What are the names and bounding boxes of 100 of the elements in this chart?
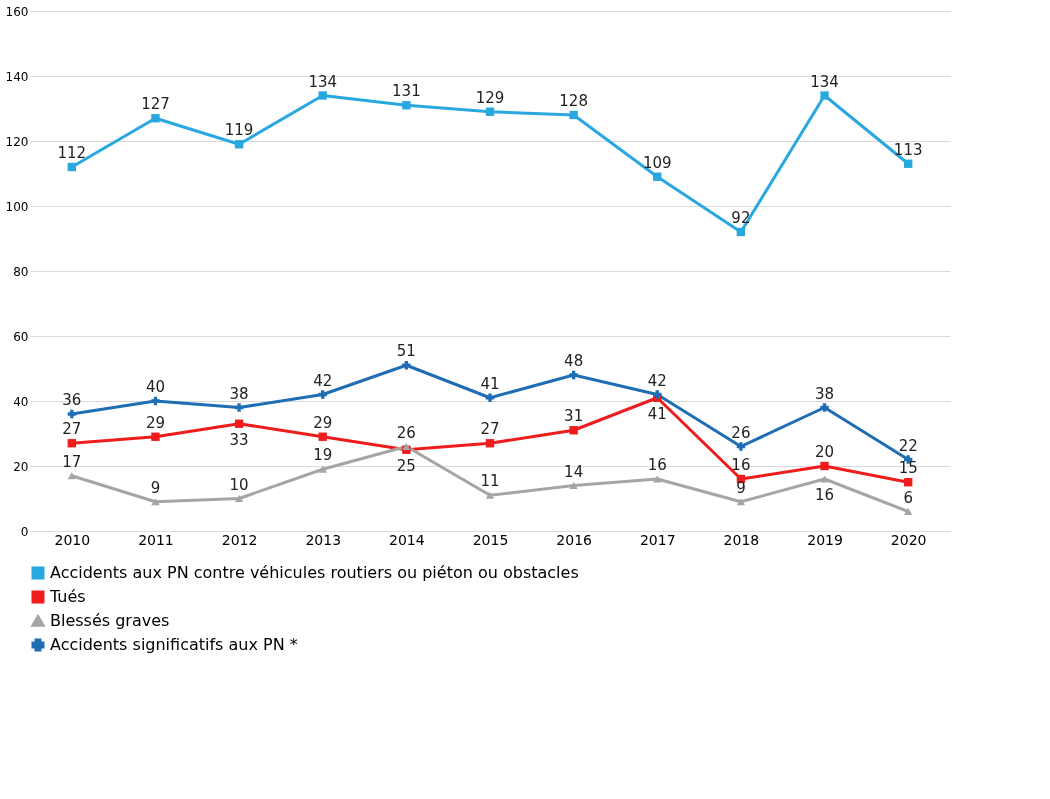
point: [485, 107, 495, 116]
data-label: 15: [898, 459, 918, 478]
y-tick-label: 80: [13, 264, 29, 279]
data-label: 20: [815, 443, 835, 461]
x-tick-label: 2020: [890, 531, 927, 548]
data-label: 6: [903, 488, 913, 507]
data-label: 17: [62, 452, 82, 471]
point: [569, 110, 578, 120]
point: [485, 439, 495, 448]
x-tick-label: 2017: [639, 531, 676, 548]
data-label: 40: [145, 378, 165, 396]
x-tick-label: 2012: [221, 531, 258, 548]
point: [234, 403, 244, 412]
point: [67, 162, 76, 172]
data-label: 134: [308, 72, 338, 91]
point: [402, 361, 411, 370]
y-tick-label: 160: [5, 4, 29, 19]
data-label: 131: [392, 82, 421, 101]
point: [318, 390, 327, 399]
data-label: 41: [480, 374, 500, 393]
point: [569, 481, 578, 490]
data-label: 38: [229, 384, 249, 403]
data-label: 41: [647, 404, 667, 423]
point: [151, 498, 160, 506]
point: [653, 172, 662, 181]
point: [904, 478, 913, 487]
point: [736, 442, 746, 451]
data-label: 51: [396, 342, 416, 361]
point: [234, 140, 244, 149]
legend-label: Tués: [49, 587, 86, 606]
legend-label: Blessés graves: [50, 611, 170, 630]
data-label: 9: [736, 478, 746, 497]
point: [234, 494, 244, 503]
y-tick-label: 120: [5, 134, 29, 149]
data-label: 119: [224, 121, 254, 140]
y-tick-label: 60: [13, 329, 29, 344]
data-label: 16: [731, 456, 751, 474]
point: [151, 396, 160, 406]
x-tick-label: 2014: [389, 531, 425, 548]
data-label: 127: [141, 95, 170, 114]
data-label: 128: [559, 92, 588, 110]
x-tick-label: 2011: [138, 531, 174, 548]
point: [904, 159, 913, 168]
point: [67, 439, 76, 448]
x-tick-label: 2019: [807, 531, 843, 548]
point: [485, 393, 495, 402]
data-label: 134: [810, 72, 839, 91]
point: [820, 403, 829, 412]
data-label: 29: [145, 413, 165, 432]
data-label: 112: [57, 144, 87, 162]
data-label: 19: [313, 446, 333, 465]
data-label: 16: [815, 486, 835, 504]
point: [569, 426, 578, 435]
point: [820, 461, 829, 471]
data-label: 92: [731, 209, 751, 227]
point: [318, 432, 327, 441]
data-label: 129: [475, 88, 505, 107]
data-label: 36: [62, 391, 82, 409]
point: [485, 491, 495, 499]
data-label: 26: [396, 423, 416, 442]
x-tick-label: 2015: [472, 531, 509, 548]
point: [234, 419, 244, 428]
point: [569, 370, 578, 380]
data-label: 48: [564, 352, 584, 370]
data-label: 22: [898, 436, 918, 455]
data-label: 113: [893, 140, 923, 159]
data-label: 42: [647, 371, 667, 390]
point: [67, 472, 76, 480]
point: [820, 475, 829, 483]
y-tick-label: 140: [5, 69, 29, 84]
data-label: 29: [313, 413, 333, 432]
data-label: 27: [480, 420, 500, 439]
point: [736, 227, 746, 237]
data-label: 25: [396, 456, 416, 475]
x-tick-label: 2016: [556, 531, 593, 548]
x-tick-label: 2018: [723, 531, 760, 548]
data-label: 14: [564, 462, 584, 481]
data-label: 26: [731, 423, 751, 442]
point: [318, 91, 327, 100]
point: [653, 475, 662, 483]
data-label: 11: [480, 472, 500, 491]
y-tick-label: 0: [20, 524, 29, 539]
data-label: 109: [642, 153, 672, 172]
data-label: 10: [229, 475, 249, 494]
y-tick-label: 20: [13, 459, 29, 474]
point: [151, 114, 160, 123]
data-label: 33: [229, 430, 249, 449]
point: [151, 432, 160, 441]
data-label: 9: [150, 478, 161, 497]
point: [904, 507, 913, 516]
point: [318, 465, 327, 473]
y-tick-label: 40: [13, 394, 29, 409]
y-tick-label: 100: [5, 199, 29, 214]
point: [820, 91, 829, 100]
legend-label: Accidents significatifs aux PN *: [50, 635, 298, 654]
data-label: 16: [647, 456, 667, 474]
data-label: 38: [815, 384, 835, 403]
point: [736, 498, 746, 506]
data-label: 42: [313, 371, 333, 390]
legend-label: Accidents aux PN contre véhicules routiers ou piéton ou obstacles: [50, 563, 579, 582]
